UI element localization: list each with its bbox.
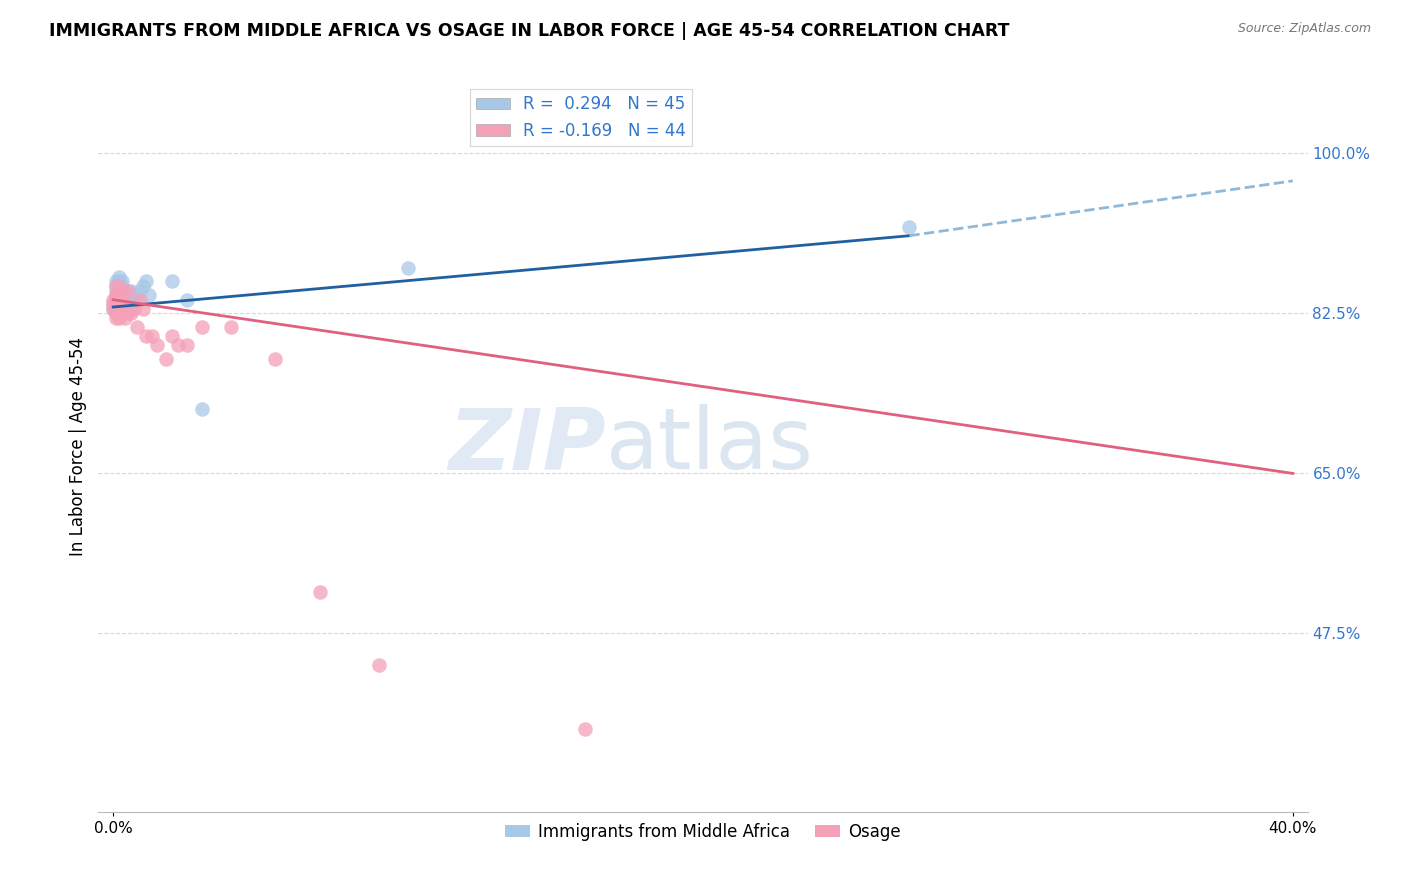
Point bbox=[125, 320, 148, 334]
Point bbox=[105, 288, 128, 302]
Point bbox=[135, 275, 157, 289]
Point bbox=[128, 284, 150, 298]
Point bbox=[108, 275, 131, 289]
Point bbox=[308, 585, 330, 599]
Point bbox=[111, 293, 134, 307]
Point bbox=[111, 301, 134, 316]
Text: IMMIGRANTS FROM MIDDLE AFRICA VS OSAGE IN LABOR FORCE | AGE 45-54 CORRELATION CH: IMMIGRANTS FROM MIDDLE AFRICA VS OSAGE I… bbox=[49, 22, 1010, 40]
Point bbox=[114, 297, 136, 311]
Point bbox=[117, 288, 139, 302]
Text: atlas: atlas bbox=[606, 404, 814, 488]
Point bbox=[135, 329, 157, 343]
Point bbox=[105, 306, 128, 320]
Point bbox=[114, 284, 136, 298]
Point bbox=[117, 293, 139, 307]
Point bbox=[190, 402, 212, 417]
Point bbox=[105, 288, 128, 302]
Point bbox=[101, 293, 124, 307]
Point bbox=[105, 306, 128, 320]
Point bbox=[108, 301, 131, 316]
Point bbox=[111, 297, 134, 311]
Point bbox=[120, 293, 142, 307]
Point bbox=[176, 293, 198, 307]
Point bbox=[131, 301, 153, 316]
Point bbox=[105, 284, 128, 298]
Point bbox=[114, 288, 136, 302]
Y-axis label: In Labor Force | Age 45-54: In Labor Force | Age 45-54 bbox=[69, 336, 87, 556]
Legend: Immigrants from Middle Africa, Osage: Immigrants from Middle Africa, Osage bbox=[498, 816, 908, 847]
Point bbox=[190, 320, 212, 334]
Point bbox=[117, 284, 139, 298]
Point bbox=[160, 329, 183, 343]
Point bbox=[101, 301, 124, 316]
Point bbox=[122, 301, 145, 316]
Text: ZIP: ZIP bbox=[449, 404, 606, 488]
Point bbox=[176, 338, 198, 352]
Point bbox=[111, 297, 134, 311]
Point bbox=[111, 275, 134, 289]
Point bbox=[108, 284, 131, 298]
Point bbox=[108, 269, 131, 284]
Point bbox=[396, 260, 419, 275]
Point bbox=[101, 297, 124, 311]
Point bbox=[105, 297, 128, 311]
Point bbox=[264, 352, 287, 367]
Point bbox=[120, 284, 142, 298]
Point bbox=[101, 297, 124, 311]
Point bbox=[111, 293, 134, 307]
Point bbox=[108, 288, 131, 302]
Point bbox=[108, 293, 131, 307]
Point bbox=[108, 306, 131, 320]
Point bbox=[108, 279, 131, 293]
Point bbox=[120, 306, 142, 320]
Point bbox=[105, 279, 128, 293]
Point bbox=[105, 275, 128, 289]
Point bbox=[108, 297, 131, 311]
Point bbox=[105, 297, 128, 311]
Point bbox=[105, 311, 128, 326]
Point bbox=[111, 284, 134, 298]
Point bbox=[122, 293, 145, 307]
Point bbox=[114, 293, 136, 307]
Point bbox=[114, 297, 136, 311]
Point bbox=[167, 338, 190, 352]
Point bbox=[141, 329, 163, 343]
Point bbox=[108, 293, 131, 307]
Point bbox=[105, 293, 128, 307]
Point bbox=[108, 279, 131, 293]
Point bbox=[111, 301, 134, 316]
Point bbox=[367, 658, 389, 673]
Point bbox=[108, 301, 131, 316]
Point bbox=[108, 311, 131, 326]
Point bbox=[114, 311, 136, 326]
Point bbox=[111, 284, 134, 298]
Point bbox=[146, 338, 169, 352]
Point bbox=[108, 306, 131, 320]
Point bbox=[128, 293, 150, 307]
Point bbox=[108, 297, 131, 311]
Point bbox=[111, 288, 134, 302]
Text: Source: ZipAtlas.com: Source: ZipAtlas.com bbox=[1237, 22, 1371, 36]
Point bbox=[105, 301, 128, 316]
Point bbox=[105, 279, 128, 293]
Point bbox=[219, 320, 242, 334]
Point bbox=[111, 279, 134, 293]
Point bbox=[108, 288, 131, 302]
Point bbox=[155, 352, 177, 367]
Point bbox=[125, 293, 148, 307]
Point bbox=[101, 301, 124, 316]
Point bbox=[160, 275, 183, 289]
Point bbox=[138, 288, 160, 302]
Point bbox=[131, 279, 153, 293]
Point bbox=[105, 293, 128, 307]
Point bbox=[117, 306, 139, 320]
Point bbox=[111, 288, 134, 302]
Point bbox=[898, 219, 921, 234]
Point bbox=[105, 301, 128, 316]
Point bbox=[574, 723, 596, 737]
